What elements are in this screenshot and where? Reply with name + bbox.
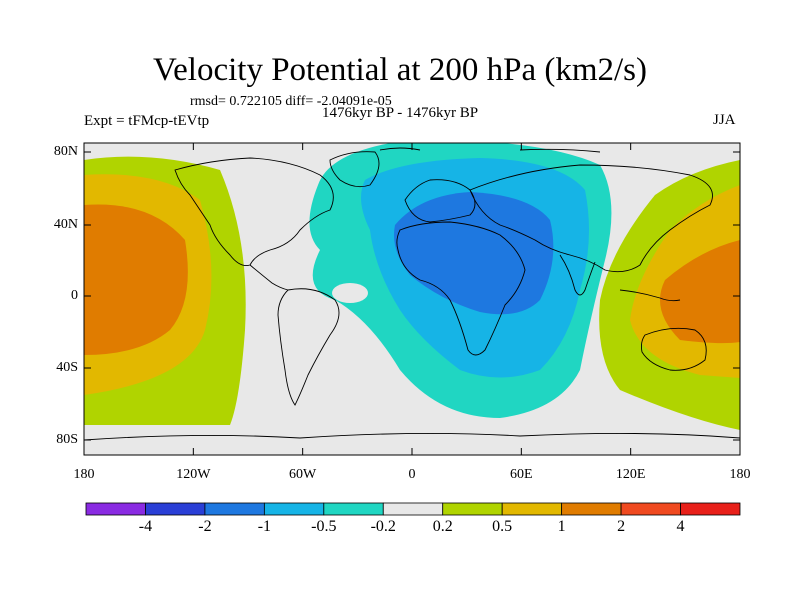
colorbar-label: -0.5 xyxy=(311,518,337,535)
lon-label: 180 xyxy=(729,467,751,482)
map-field xyxy=(84,143,740,455)
colorbar-label: 4 xyxy=(676,518,685,535)
colorbar-swatch xyxy=(620,502,681,516)
coast-central-america xyxy=(249,264,289,291)
colorbar-swatch xyxy=(501,502,563,516)
experiment-label: Expt = tFMcp-tEVtp xyxy=(84,113,210,129)
coast-europe xyxy=(404,179,476,223)
coast-indonesia xyxy=(619,289,681,302)
colorbar-swatch xyxy=(323,502,384,516)
lon-label: 180 xyxy=(73,467,95,482)
colorbar-swatch xyxy=(442,502,503,516)
colorbar-label: 0.5 xyxy=(492,518,513,535)
lat-label: 80N xyxy=(53,144,78,159)
coast-australia xyxy=(640,327,707,371)
neutral-patch-atlantic xyxy=(332,283,368,303)
map-title: Velocity Potential at 200 hPa (km2/s) xyxy=(152,52,648,88)
coast-greenland xyxy=(329,151,380,188)
colorbar-label: -0.2 xyxy=(370,518,396,535)
lon-label: 60E xyxy=(510,467,533,482)
colorbar xyxy=(85,502,741,516)
colorbar-label: -1 xyxy=(257,518,272,535)
lon-label: 120W xyxy=(176,467,211,482)
colorbar-swatch xyxy=(263,502,325,516)
lat-label: 40S xyxy=(56,360,78,375)
colorbar-label: 1 xyxy=(557,518,566,535)
coast-south-america xyxy=(277,288,340,406)
coastlines xyxy=(84,147,740,441)
lat-label: 80S xyxy=(56,432,78,447)
lon-label: 60W xyxy=(289,467,317,482)
axis-ticks xyxy=(83,143,741,455)
coast-asia xyxy=(469,164,713,273)
colorbar-label: -2 xyxy=(198,518,212,535)
colorbar-swatch xyxy=(145,502,206,516)
coast-arctic xyxy=(379,147,601,153)
colorbar-swatch xyxy=(561,502,622,516)
coast-africa xyxy=(396,221,526,356)
lat-label: 0 xyxy=(71,288,78,303)
colorbar-swatch xyxy=(204,502,265,516)
colorbar-label: 2 xyxy=(617,518,626,535)
contour-pacific-west-1 xyxy=(84,204,188,355)
coast-antarctica xyxy=(84,432,740,441)
season-label: JJA xyxy=(713,112,736,128)
period-label: 1476kyr BP - 1476kyr BP xyxy=(322,105,479,121)
lon-label: 120E xyxy=(615,467,646,482)
stats-text: rmsd= 0.722105 diff= -2.04091e-05 xyxy=(190,94,392,109)
coast-north-america xyxy=(174,157,334,266)
colorbar-swatch xyxy=(85,502,146,516)
colorbar-label: 0.2 xyxy=(432,518,453,535)
lat-label: 40N xyxy=(53,217,78,232)
colorbar-swatch xyxy=(680,502,741,516)
colorbar-swatch xyxy=(382,502,444,516)
contour-pacific-east-1 xyxy=(660,240,740,344)
lon-label: 0 xyxy=(408,467,416,482)
colorbar-label: -4 xyxy=(138,518,153,535)
coast-india xyxy=(559,254,596,296)
